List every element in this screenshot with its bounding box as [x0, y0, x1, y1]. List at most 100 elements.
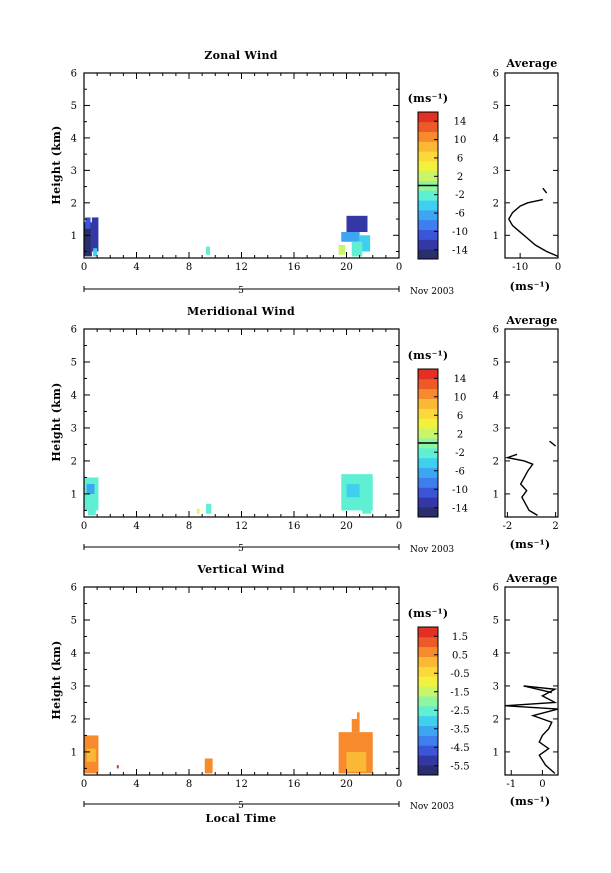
colorbar-segment: [418, 497, 438, 508]
profile-x-tick-label: 0: [555, 262, 561, 273]
heatmap-cell: [346, 215, 368, 233]
x-tick-label: 12: [235, 521, 248, 532]
profile-y-tick-label: 1: [493, 489, 499, 500]
colorbar-tick-label: -1.5: [450, 687, 469, 698]
colorbar-segment: [418, 170, 438, 181]
profile-y-tick-label: 6: [493, 583, 499, 594]
profile-frame: [504, 72, 559, 259]
x-tick-label: 12: [235, 779, 248, 790]
panel-title: Zonal Wind: [204, 49, 278, 62]
date-month-label: Nov 2003: [410, 545, 454, 555]
colorbar-tick-label: -10: [452, 227, 468, 238]
profile-y-tick-label: 1: [493, 231, 499, 242]
profile-y-tick-label: 5: [493, 357, 499, 368]
colorbar-tick-label: -10: [452, 485, 468, 496]
colorbar-frame: [417, 626, 439, 776]
colorbar-segment: [418, 646, 438, 657]
colorbar-tick-label: -2: [455, 448, 465, 459]
y-tick-label: 6: [71, 583, 77, 594]
colorbar-tick-label: -5.5: [450, 761, 469, 772]
x-tick-label: 12: [235, 262, 248, 273]
colorbar-tick-label: -2.5: [450, 706, 469, 717]
colorbar-tick-label: -0.5: [450, 669, 469, 680]
colorbar-tick-label: 2: [457, 429, 463, 440]
x-tick-label: 0: [81, 262, 87, 273]
colorbar-unit: (ms⁻¹): [408, 349, 449, 362]
colorbar-segment: [418, 210, 438, 221]
colorbar-segment: [418, 477, 438, 488]
colorbar-segment: [418, 378, 438, 390]
profile-line-upper: [542, 187, 548, 194]
profile-y-tick-label: 2: [493, 198, 499, 209]
profile-line: [507, 198, 559, 258]
colorbar-tick-label: -6: [455, 466, 465, 477]
heatmap-cell: [359, 235, 371, 252]
heatmap-cell: [338, 245, 346, 255]
colorbar-segment: [418, 656, 438, 667]
colorbar-tick-label: 14: [454, 117, 467, 128]
profile-x-tick-label: 0: [539, 779, 545, 790]
x-tick-label: 8: [186, 521, 192, 532]
colorbar-segment: [418, 408, 438, 419]
colorbar-tick-label: -2: [455, 190, 465, 201]
profile-x-tick-label: 2: [552, 521, 558, 532]
y-tick-label: 2: [71, 714, 77, 725]
profile-x-tick-label: -2: [503, 521, 513, 532]
profile-unit: (ms⁻¹): [510, 538, 551, 551]
colorbar-segment: [418, 696, 438, 707]
profile-y-tick-label: 4: [493, 648, 499, 659]
colorbar-segment: [418, 676, 438, 687]
profile-frame: [504, 328, 559, 518]
heatmap-cell: [346, 751, 367, 772]
colorbar-tick-label: -14: [452, 503, 468, 514]
x-tick-label: 8: [186, 779, 192, 790]
profile-frame: [504, 586, 559, 776]
x-tick-label: 0: [396, 262, 402, 273]
x-tick-label: 4: [133, 521, 139, 532]
y-tick-label: 1: [71, 489, 77, 500]
colorbar-tick-label: 0.5: [452, 650, 468, 661]
colorbar-segment: [418, 735, 438, 746]
x-tick-label: 16: [288, 262, 301, 273]
heatmap-cell: [351, 241, 363, 257]
profile-y-tick-label: 6: [493, 69, 499, 80]
x-tick-label: 0: [81, 521, 87, 532]
x-tick-label: 0: [396, 779, 402, 790]
x-tick-label: 20: [340, 262, 353, 273]
x-axis-label: Local Time: [206, 812, 277, 825]
y-tick-label: 3: [71, 681, 77, 692]
colorbar-segment: [418, 121, 438, 132]
colorbar-segment: [418, 636, 438, 648]
colorbar-tick-label: 10: [454, 135, 467, 146]
profile-line-upper: [523, 685, 552, 694]
panel-title: Vertical Wind: [196, 563, 284, 576]
profile-title: Average: [505, 57, 557, 70]
heatmap-cell: [85, 217, 91, 229]
colorbar-tick-label: 6: [457, 411, 463, 422]
heatmap-cell: [204, 758, 213, 774]
colorbar-segment: [418, 369, 438, 380]
x-tick-label: 16: [288, 779, 301, 790]
colorbar-segment: [418, 161, 438, 172]
profile-y-tick-label: 5: [493, 101, 499, 112]
profile-unit: (ms⁻¹): [510, 795, 551, 808]
date-month-label: Nov 2003: [410, 802, 454, 812]
y-tick-label: 5: [71, 101, 77, 112]
heatmap-cell: [341, 232, 360, 242]
colorbar-tick-label: -14: [452, 245, 468, 256]
y-tick-label: 4: [71, 390, 77, 401]
x-tick-label: 20: [340, 521, 353, 532]
heatmap-cell: [346, 484, 360, 498]
y-axis-label: Height (km): [50, 382, 63, 461]
heatmap-cell: [91, 217, 99, 252]
heatmap-cell: [206, 246, 210, 255]
colorbar-segment: [418, 388, 438, 399]
y-tick-label: 5: [71, 615, 77, 626]
y-tick-label: 2: [71, 456, 77, 467]
profile-y-tick-label: 1: [493, 747, 499, 758]
panel-title: Meridional Wind: [187, 305, 295, 318]
colorbar-segment: [418, 487, 438, 498]
colorbar-segment: [418, 131, 438, 142]
date-day-label: 5: [238, 801, 244, 811]
